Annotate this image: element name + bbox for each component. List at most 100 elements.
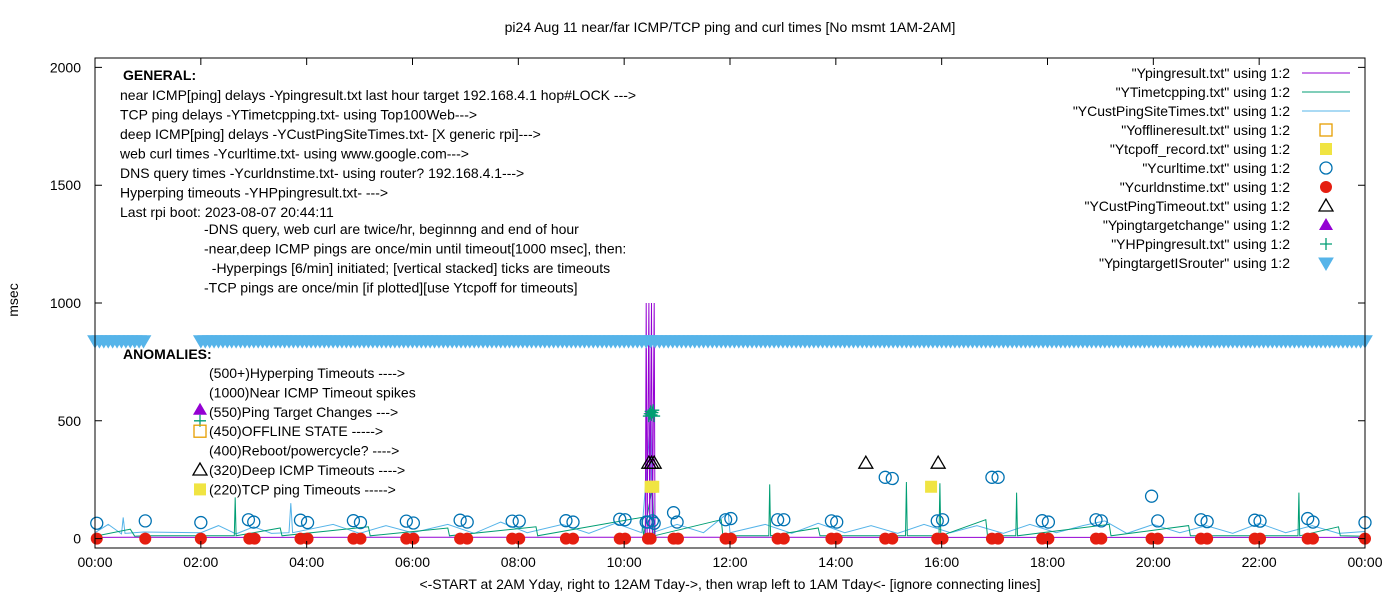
series-4-point: [925, 480, 938, 493]
x-tick-label: 06:00: [395, 554, 430, 570]
series-5-point: [666, 506, 681, 520]
general-line: deep ICMP[ping] delays -YCustPingSiteTim…: [120, 126, 541, 142]
series-5-point: [300, 515, 315, 530]
chart-title: pi24 Aug 11 near/far ICMP/TCP ping and c…: [505, 19, 956, 35]
x-axis-label: <-START at 2AM Yday, right to 12AM Tday-…: [419, 576, 1040, 592]
legend-entry-label: "Ycurldnstime.txt" using 1:2: [1120, 179, 1290, 195]
series-6-point: [461, 532, 474, 545]
series-6-point: [936, 532, 949, 545]
note-line: -DNS query, web curl are twice/hr, begin…: [204, 221, 579, 237]
legend-entry-label: "YpingtargetISrouter" using 1:2: [1099, 255, 1290, 271]
series-7-point: [930, 454, 947, 469]
x-tick-label: 04:00: [289, 554, 324, 570]
series-5-point: [453, 513, 467, 527]
legend-entry-label: "YTimetcpping.txt" using 1:2: [1116, 84, 1291, 100]
series-5-point: [1253, 514, 1267, 528]
series-9-point-stroke: [647, 404, 660, 417]
series-6-point: [992, 532, 1005, 545]
legend-entry-label: "Ypingresult.txt" using 1:2: [1132, 65, 1291, 81]
y-axis-label: msec: [5, 283, 21, 316]
general-line: DNS query times -Ycurldnstime.txt- using…: [120, 165, 524, 181]
legend-marker-sample: [1319, 123, 1333, 137]
series-5-point: [1041, 515, 1056, 529]
note-line: -near,deep ICMP pings are once/min until…: [204, 241, 626, 257]
series-6-point: [1151, 532, 1164, 545]
series-4-point: [647, 480, 660, 493]
anomaly-line: (450)OFFLINE STATE ----->: [209, 423, 383, 439]
series-5-point: [512, 514, 526, 528]
legend-marker-sample: [1320, 238, 1332, 250]
series-5-point: [1151, 514, 1165, 528]
series-9-point: [648, 410, 661, 423]
series-9-point: [647, 404, 660, 417]
general-line: web curl times -Ycurltime.txt- using www…: [119, 146, 469, 162]
series-5-point: [1200, 514, 1214, 529]
general-line: Hyperping timeouts -YHPpingresult.txt- -…: [120, 185, 388, 201]
series-6-point: [513, 532, 526, 545]
y-tick-label: 1000: [50, 295, 81, 311]
anomaly-marker: [193, 402, 207, 415]
anomaly-line: (320)Deep ICMP Timeouts ---->: [209, 462, 405, 478]
series-6-point: [644, 532, 657, 545]
legend-entry-label: "Ycurltime.txt" using 1:2: [1142, 160, 1290, 176]
series-5-point: [247, 515, 261, 529]
y-tick-label: 2000: [50, 59, 81, 75]
plot-marks: [87, 302, 1373, 545]
series-5-point: [930, 514, 944, 528]
series-5-point: [1035, 514, 1049, 528]
legend-marker-sample: [1320, 181, 1332, 193]
anomaly-line: (550)Ping Target Changes --->: [209, 404, 398, 420]
series-5-point: [1248, 513, 1262, 527]
series-6-point: [886, 532, 899, 545]
general-line: Last rpi boot: 2023-08-07 20:44:11: [120, 204, 334, 220]
legend-entry-label: "YCustPingTimeout.txt" using 1:2: [1084, 198, 1290, 214]
series-5-point: [670, 515, 684, 529]
anomalies-heading: ANOMALIES:: [123, 346, 212, 362]
series-5-point: [505, 514, 519, 528]
series-6-point: [1306, 532, 1319, 545]
series-6-point: [407, 532, 420, 545]
series-6-point: [567, 532, 580, 545]
series-5-point: [777, 513, 791, 527]
series-1-line: [94, 481, 1366, 537]
anomaly-marker: [194, 483, 206, 496]
x-tick-label: 16:00: [924, 554, 959, 570]
series-6-point: [777, 532, 790, 545]
series-6-point: [1095, 532, 1108, 545]
anomaly-marker: [193, 424, 207, 438]
annotations: GENERAL: near ICMP[ping] delays -Ypingres…: [119, 67, 636, 497]
x-tick-label: 02:00: [183, 554, 218, 570]
y-tick-label: 500: [58, 413, 82, 429]
series-5-point: [718, 513, 733, 527]
general-line: near ICMP[ping] delays -Ypingresult.txt …: [120, 87, 636, 103]
legend-entry-label: "Ypingtargetchange" using 1:2: [1103, 217, 1290, 233]
y-tick-label: 0: [73, 531, 81, 547]
series-0-line: [94, 302, 1365, 538]
x-tick-label: 18:00: [1030, 554, 1065, 570]
x-tick-label: 10:00: [607, 554, 642, 570]
anomaly-marker: [191, 461, 209, 476]
x-tick-label: 20:00: [1136, 554, 1171, 570]
series-9-point-stroke: [648, 410, 661, 423]
x-tick-label: 00:00: [77, 554, 112, 570]
series-6-point: [139, 532, 152, 545]
series-5-point: [194, 515, 208, 530]
series-5-point: [566, 515, 580, 529]
series-9-point-stroke: [645, 408, 658, 421]
axis-ticks: 00:00 02:00 04:00 06:00 08:00 10:00 12:00 14:00…: [50, 58, 1383, 570]
legend-marker-sample: [1319, 218, 1333, 230]
series-6-point: [248, 532, 261, 545]
x-tick-label: 12:00: [712, 554, 747, 570]
legend-entry-label: "Yofflineresult.txt" using 1:2: [1121, 122, 1290, 138]
x-tick-label: 00:00: [1347, 554, 1382, 570]
series-5-point: [293, 513, 308, 527]
series-5-point: [724, 511, 738, 526]
series-5-point: [346, 514, 361, 528]
legend-marker-sample: [1319, 161, 1333, 175]
legend-marker-sample-stroke: [1320, 238, 1332, 250]
series-6-point: [1042, 532, 1055, 545]
series-6-point: [671, 532, 684, 545]
x-tick-label: 14:00: [818, 554, 853, 570]
legend-marker-sample: [1317, 197, 1335, 212]
